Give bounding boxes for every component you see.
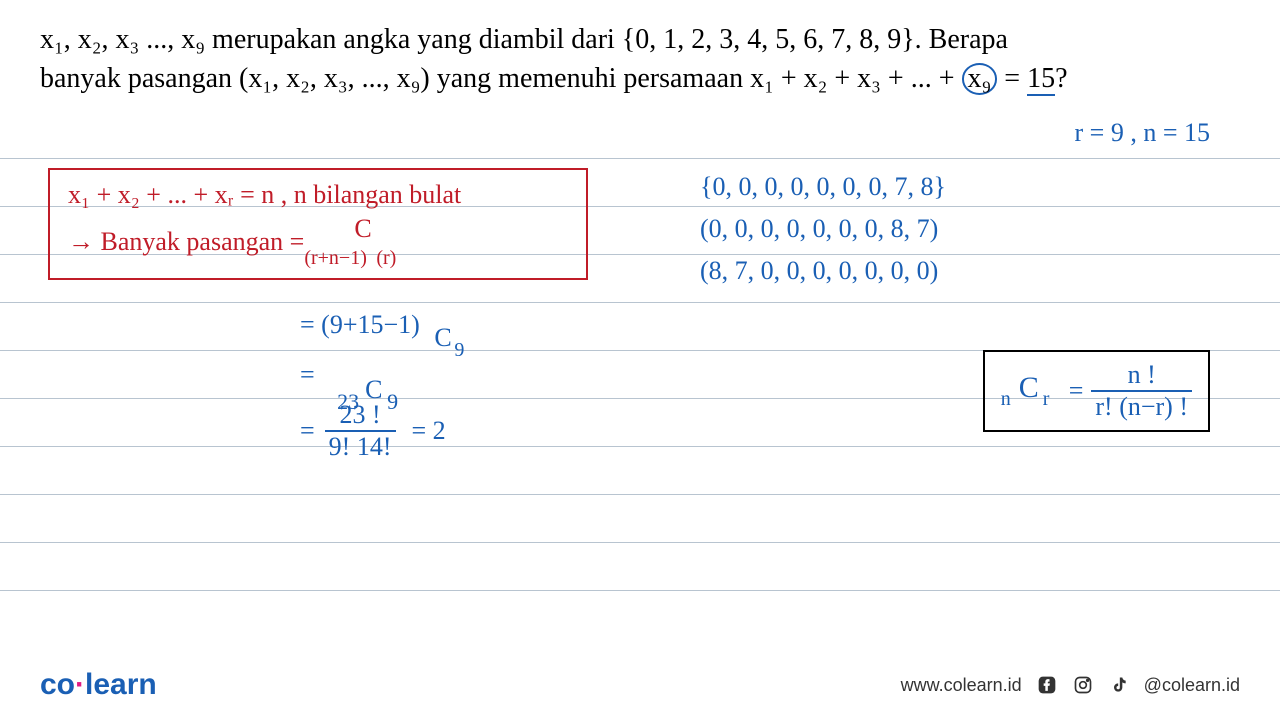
calc-step2: = 23 C 9	[300, 360, 419, 390]
formula-red-box: x₁ + x₂ + ... + xᵣ = n , n bilangan bula…	[48, 168, 588, 280]
footer-handle: @colearn.id	[1144, 675, 1240, 696]
formula-fraction: n ! r! (n−r) !	[1091, 360, 1192, 422]
problem-line1: x₁, x₂, x₃ ..., x₉ merupakan angka yang …	[40, 24, 1008, 55]
calc-fraction: 23 ! 9! 14!	[325, 400, 396, 462]
comb-left: (r+n−1)	[304, 247, 367, 270]
redbox-line2: → Banyak pasangan = C (r+n−1) (r)	[68, 220, 568, 264]
note-rn: r = 9 , n = 15	[1075, 118, 1210, 148]
formula-num: n !	[1091, 360, 1192, 392]
formula-r: r	[1043, 388, 1050, 411]
facebook-icon	[1036, 674, 1058, 696]
circled-x9: x₉	[962, 63, 998, 95]
calc-step1: = (9+15−1) C 9	[300, 310, 476, 340]
footer-url: www.colearn.id	[901, 675, 1022, 696]
redbox-line1: x₁ + x₂ + ... + xᵣ = n , n bilangan bula…	[68, 180, 568, 210]
formula-den: r! (n−r) !	[1091, 392, 1192, 422]
tuple-2: (0, 0, 0, 0, 0, 0, 0, 8, 7)	[700, 214, 938, 244]
logo-dot-icon: ·	[75, 668, 85, 701]
comb-right: (r)	[376, 247, 396, 270]
comb-C: C	[354, 214, 371, 244]
tuple-1: {0, 0, 0, 0, 0, 0, 0, 7, 8}	[700, 172, 946, 202]
calc-result: = 2	[412, 416, 446, 446]
formula-C: C	[1019, 371, 1039, 405]
logo: co·learn	[40, 668, 157, 702]
problem-statement: x₁, x₂, x₃ ..., x₉ merupakan angka yang …	[40, 20, 1240, 98]
tiktok-icon	[1108, 674, 1130, 696]
footer: co·learn www.colearn.id @colearn.id	[40, 668, 1240, 702]
problem-eq: =	[997, 63, 1027, 94]
calc-frac-eq: =	[300, 416, 315, 446]
problem-line2-pre: banyak pasangan (x₁, x₂, x₃, ..., x₉) ya…	[40, 63, 962, 94]
calc-step2-eq: =	[300, 360, 315, 389]
logo-learn: learn	[85, 668, 157, 701]
calc-step1-r: 9	[454, 339, 464, 362]
footer-right: www.colearn.id @colearn.id	[901, 674, 1240, 696]
calc-frac-num: 23 !	[325, 400, 396, 432]
logo-co: co	[40, 668, 75, 701]
calc-frac: = 23 ! 9! 14! = 2	[300, 400, 446, 462]
underlined-15: 15	[1027, 63, 1055, 96]
instagram-icon	[1072, 674, 1094, 696]
tuple-3: (8, 7, 0, 0, 0, 0, 0, 0, 0)	[700, 256, 938, 286]
formula-n: n	[1001, 388, 1011, 411]
calc-step1-left: = (9+15−1)	[300, 310, 420, 339]
calc-step1-C: C	[434, 323, 451, 353]
calc-frac-den: 9! 14!	[325, 432, 396, 462]
combination-formula-box: n C r = n ! r! (n−r) !	[983, 350, 1210, 432]
formula-eq: =	[1069, 376, 1084, 406]
redbox-label: → Banyak pasangan =	[68, 227, 304, 257]
problem-qmark: ?	[1055, 63, 1067, 94]
